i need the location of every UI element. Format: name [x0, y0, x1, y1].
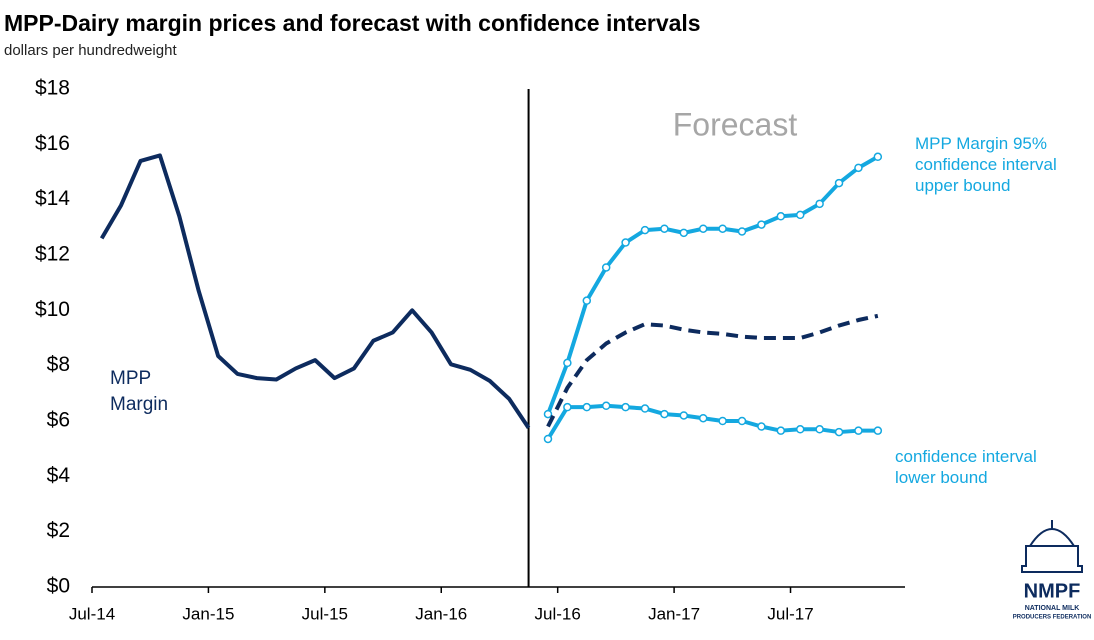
x-tick-label: Jan-16 — [415, 604, 467, 623]
x-tick-label: Jan-17 — [648, 604, 700, 623]
point — [873, 152, 883, 162]
point — [757, 220, 766, 229]
point — [660, 224, 669, 233]
x-tick-label: Jul-14 — [69, 604, 115, 623]
point — [795, 210, 805, 220]
point — [737, 416, 747, 426]
point — [854, 426, 863, 435]
series-line — [546, 155, 879, 415]
series-label: MPP Margin 95% confidence interval upper… — [915, 134, 1057, 195]
point — [601, 401, 611, 411]
chart-subtitle: dollars per hundredweight — [4, 42, 177, 59]
point — [543, 409, 553, 419]
y-tick-label: $12 — [35, 243, 70, 266]
point — [815, 425, 824, 434]
x-tick-label: Jul-17 — [767, 604, 813, 623]
y-tick-label: $14 — [35, 187, 70, 210]
point — [621, 402, 630, 412]
forecast-annotation: Forecast — [673, 106, 798, 142]
y-tick-label: $10 — [35, 298, 70, 321]
logo-name: NMPF — [1024, 580, 1081, 602]
point — [563, 358, 572, 368]
y-tick-label: $4 — [47, 464, 71, 487]
point — [815, 199, 824, 209]
point — [679, 411, 689, 420]
point — [679, 228, 689, 238]
point — [718, 416, 727, 426]
point — [698, 413, 708, 423]
point — [563, 402, 572, 412]
y-tick-label: $16 — [35, 132, 70, 155]
point — [660, 409, 669, 419]
y-tick-label: $0 — [47, 575, 70, 598]
y-tick-label: $18 — [35, 77, 70, 100]
point — [640, 225, 650, 235]
y-tick-label: $2 — [47, 519, 70, 542]
logo: NMPF NATIONAL MILK PRODUCERS FEDERATION — [1013, 520, 1092, 621]
logo-dome — [1021, 528, 1083, 573]
series-label: confidence interval lower bound — [895, 447, 1037, 487]
point — [776, 426, 786, 435]
point — [582, 296, 592, 305]
x-tick-label: Jan-15 — [182, 604, 234, 623]
point — [795, 425, 805, 434]
point — [854, 163, 863, 173]
series-line — [546, 313, 879, 428]
point — [621, 238, 630, 247]
chart-title: MPP-Dairy margin prices and forecast wit… — [4, 10, 701, 36]
point — [601, 263, 611, 272]
x-tick-label: Jul-15 — [302, 604, 348, 623]
logo-line: PRODUCERS FEDERATION — [1013, 615, 1092, 621]
y-tick-label: $6 — [47, 409, 70, 432]
logo-line: NATIONAL MILK — [1025, 605, 1080, 612]
series-line — [99, 153, 531, 430]
point — [873, 426, 883, 435]
point — [737, 227, 747, 236]
point — [776, 212, 786, 221]
point — [582, 402, 592, 412]
y-tick-label: $8 — [47, 353, 70, 376]
point — [834, 427, 844, 437]
series-line — [546, 403, 878, 441]
point — [757, 422, 766, 431]
point — [834, 178, 844, 188]
x-tick-label: Jul-16 — [535, 604, 581, 623]
series-label: MPP Margin — [110, 368, 169, 415]
point — [543, 434, 553, 444]
point — [640, 404, 650, 413]
point — [698, 224, 708, 233]
point — [718, 224, 727, 233]
